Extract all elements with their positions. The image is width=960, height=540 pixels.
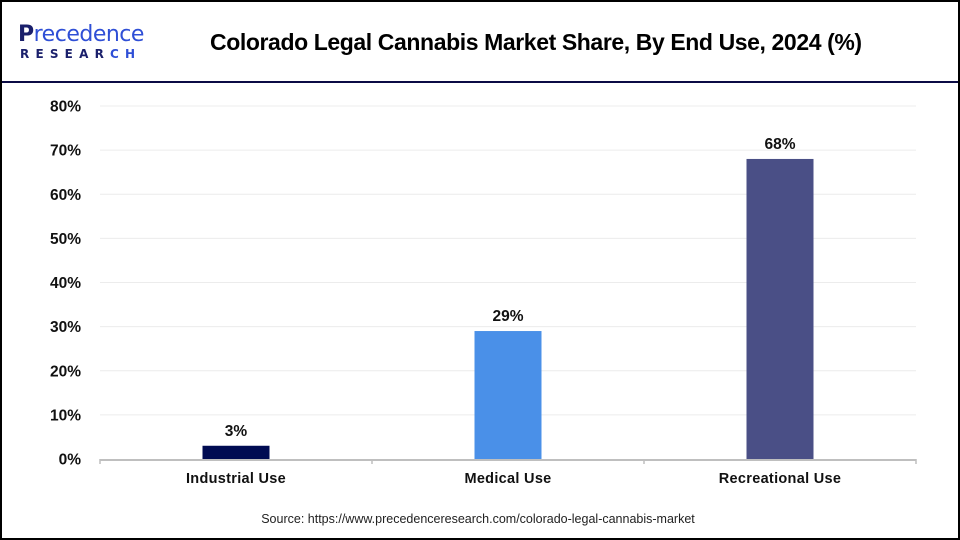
data-label: 68% xyxy=(764,136,795,153)
logo-wordmark: Precedence xyxy=(18,22,144,47)
data-label: 3% xyxy=(225,423,248,440)
header: Precedence RESEARCH Colorado Legal Canna… xyxy=(2,2,958,81)
logo-subtitle-main: RESEAR xyxy=(20,47,111,61)
bar-medical-use xyxy=(474,331,542,459)
data-labels: 3% 29% 68% xyxy=(225,136,796,440)
logo-wordmark-rest: recedence xyxy=(33,22,145,47)
logo-subtitle-accent: CH xyxy=(110,47,142,61)
x-tick-label: Medical Use xyxy=(464,471,551,487)
leaf-p-logo-icon: P xyxy=(18,22,34,47)
category-labels: Industrial Use Medical Use Recreational Us… xyxy=(186,471,841,487)
x-tick-label: Recreational Use xyxy=(719,471,841,487)
y-tick-label: 80% xyxy=(50,99,81,116)
bars xyxy=(202,158,814,459)
bar-recreational-use xyxy=(746,158,814,459)
y-tick-label: 30% xyxy=(50,319,81,336)
x-tick-label: Industrial Use xyxy=(186,471,286,487)
header-divider xyxy=(2,81,958,83)
y-axis-ticks: 0% 10% 20% 30% 40% 50% 60% 70% 80% xyxy=(50,99,81,469)
source-note: Source: https://www.precedenceresearch.c… xyxy=(261,512,695,526)
y-tick-label: 40% xyxy=(50,275,81,292)
x-axis xyxy=(99,459,917,464)
logo-subtitle: RESEARCH xyxy=(20,47,141,61)
bar-industrial-use xyxy=(202,445,270,459)
y-tick-label: 0% xyxy=(59,452,82,469)
y-tick-label: 60% xyxy=(50,187,81,204)
y-tick-label: 50% xyxy=(50,231,81,248)
data-label: 29% xyxy=(492,308,523,325)
y-tick-label: 70% xyxy=(50,143,81,160)
y-tick-label: 20% xyxy=(50,363,81,380)
y-tick-label: 10% xyxy=(50,407,81,424)
chart-title: Colorado Legal Cannabis Market Share, By… xyxy=(210,29,862,55)
precedence-research-logo: Precedence RESEARCH xyxy=(18,22,168,64)
